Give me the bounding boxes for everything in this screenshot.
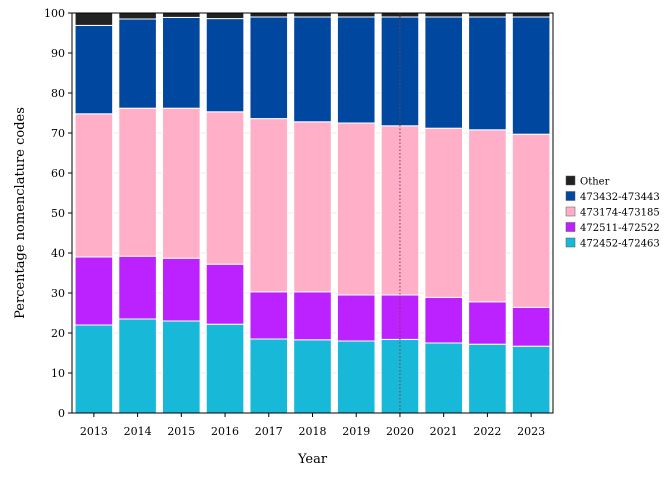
- x-tick-label: 2017: [255, 425, 283, 438]
- bar-segment: [468, 129, 507, 303]
- legend-label: 472452-472463: [580, 239, 660, 250]
- bar-segment: [511, 133, 551, 308]
- bar-segment: [424, 16, 463, 129]
- bar-segment: [74, 113, 114, 258]
- bar-segment: [336, 12, 376, 18]
- y-tick-label: 60: [51, 167, 65, 180]
- bar-segment: [424, 342, 463, 414]
- x-tick-label: 2013: [80, 425, 108, 438]
- legend-swatch: [565, 191, 576, 201]
- y-tick-label: 90: [51, 47, 65, 60]
- x-tick-label: 2019: [342, 425, 370, 438]
- bar-segment: [118, 255, 157, 320]
- bar-segment: [511, 16, 551, 135]
- x-tick-label: 2021: [430, 425, 458, 438]
- legend-label: 473174-473185: [580, 208, 660, 219]
- x-tick-label: 2022: [473, 425, 501, 438]
- bar-segment: [468, 343, 507, 414]
- bar-segment: [511, 345, 551, 414]
- bar-segment: [468, 12, 507, 18]
- legend-label: 473432-473443: [580, 192, 660, 203]
- bar-segment: [205, 111, 245, 265]
- bar-segment: [118, 18, 157, 109]
- y-tick-label: 50: [51, 207, 65, 220]
- bar-segment: [336, 122, 376, 296]
- x-tick-label: 2014: [124, 425, 152, 438]
- y-tick-label: 30: [51, 287, 65, 300]
- bar-segment: [293, 291, 332, 341]
- bar-segment: [205, 263, 245, 325]
- bar-segment: [205, 323, 245, 414]
- x-tick-label: 2023: [517, 425, 545, 438]
- legend-swatch: [565, 206, 576, 217]
- bar-segment: [249, 338, 289, 414]
- bar-segment: [74, 256, 114, 326]
- y-tick-label: 20: [51, 327, 65, 340]
- y-tick-label: 0: [58, 407, 65, 420]
- legend-swatch: [565, 175, 576, 186]
- bar-segment: [205, 12, 245, 20]
- y-tick-label: 80: [51, 87, 65, 100]
- bar-segment: [424, 127, 463, 298]
- x-tick-label: 2020: [386, 425, 414, 438]
- bar-segment: [162, 257, 201, 322]
- legend: Other 473432-473443 473174-473185 472511-47…: [565, 175, 660, 250]
- bar-segment: [293, 12, 332, 18]
- bar-segment: [380, 338, 420, 414]
- bar-segment: [336, 340, 376, 414]
- bar-segment: [162, 12, 201, 18]
- bar-segment: [118, 318, 157, 414]
- bar-segment: [249, 118, 289, 293]
- bar-segment: [424, 296, 463, 344]
- y-tick-label: 100: [44, 7, 65, 20]
- legend-label: Other: [580, 177, 610, 188]
- bar-segment: [118, 12, 157, 20]
- bar-segment: [511, 12, 551, 18]
- axis-layer: 0 10 20 30 40 50 60 70 80 90 100 2013 2014 2015 2016 20…: [44, 7, 545, 438]
- bar-segment: [205, 18, 245, 113]
- x-tick-label: 2015: [167, 425, 195, 438]
- x-axis-title: Year: [297, 452, 328, 467]
- bar-segment: [336, 294, 376, 342]
- bar-segment: [380, 16, 420, 127]
- bar-segment: [249, 16, 289, 120]
- bar-segment: [249, 291, 289, 340]
- bar-segment: [424, 12, 463, 18]
- legend-label: 472511-472522: [580, 223, 660, 234]
- bars-layer: [74, 12, 551, 414]
- bar-segment: [249, 12, 289, 18]
- y-tick-label: 70: [51, 127, 65, 140]
- x-tick-label: 2016: [211, 425, 239, 438]
- x-tick-label: 2018: [299, 425, 327, 438]
- bar-segment: [74, 24, 114, 115]
- bar-segment: [468, 16, 507, 131]
- bar-segment: [118, 107, 157, 257]
- bar-segment: [74, 324, 114, 414]
- y-tick-label: 10: [51, 367, 65, 380]
- bar-segment: [511, 306, 551, 347]
- bar-segment: [293, 121, 332, 293]
- bar-segment: [74, 12, 114, 26]
- bar-segment: [162, 320, 201, 414]
- bar-segment: [293, 16, 332, 123]
- bar-segment: [336, 16, 376, 124]
- legend-swatch: [565, 222, 576, 232]
- bar-segment: [162, 107, 201, 259]
- bar-segment: [293, 339, 332, 414]
- bar-segment: [162, 16, 201, 109]
- legend-swatch: [565, 237, 576, 248]
- y-tick-label: 40: [51, 247, 65, 260]
- bar-segment: [468, 301, 507, 345]
- y-axis-title: Percentage nomenclature codes: [13, 107, 28, 319]
